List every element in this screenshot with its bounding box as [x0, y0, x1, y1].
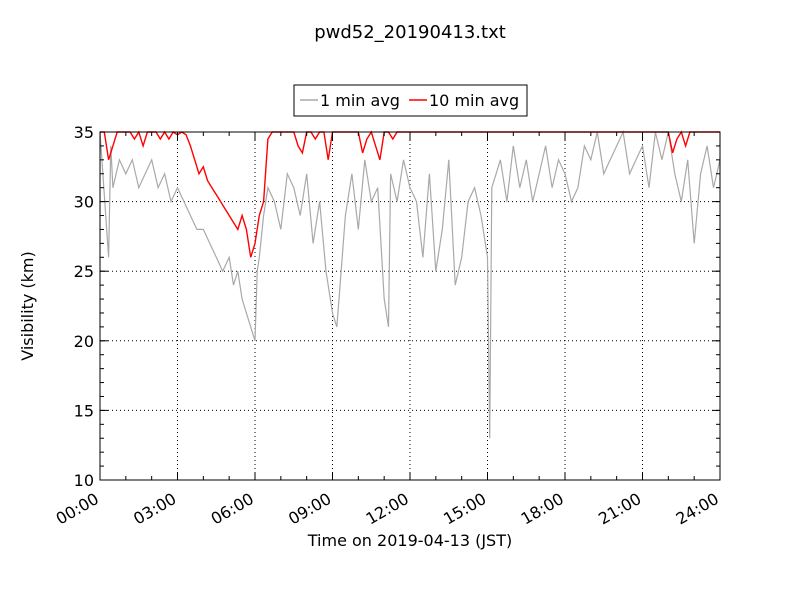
x-tick-label: 12:00	[363, 489, 412, 529]
x-axis-label: Time on 2019-04-13 (JST)	[307, 531, 512, 550]
x-tick-label: 00:00	[53, 489, 102, 529]
ticks	[99, 131, 721, 481]
y-tick-label: 15	[74, 401, 94, 420]
legend-label-1min: 1 min avg	[320, 91, 400, 110]
x-tick-label: 21:00	[595, 489, 644, 529]
y-tick-label: 20	[74, 332, 94, 351]
x-tick-label: 06:00	[208, 489, 257, 529]
x-tick-label: 09:00	[285, 489, 334, 529]
x-tick-label: 24:00	[673, 489, 722, 529]
legend: 1 min avg 10 min avg	[293, 84, 528, 117]
y-tick-label: 25	[74, 262, 94, 281]
y-axis-label: Visibility (km)	[18, 251, 37, 360]
y-tick-label: 30	[74, 193, 94, 212]
grid	[100, 132, 720, 480]
series-line-1min	[99, 129, 721, 439]
x-tick-label: 15:00	[440, 489, 489, 529]
y-tick-label: 10	[74, 471, 94, 490]
chart-title: pwd52_20190413.txt	[314, 22, 506, 43]
tick-labels: 00:00 03:00 06:00 09:00 12:00 15:00 18:00 21:00…	[53, 123, 722, 529]
x-tick-label: 18:00	[518, 489, 567, 529]
y-tick-label: 35	[74, 123, 94, 142]
series-line-10min	[100, 130, 720, 258]
x-tick-label: 03:00	[130, 489, 179, 529]
legend-label-10min: 10 min avg	[429, 91, 519, 110]
